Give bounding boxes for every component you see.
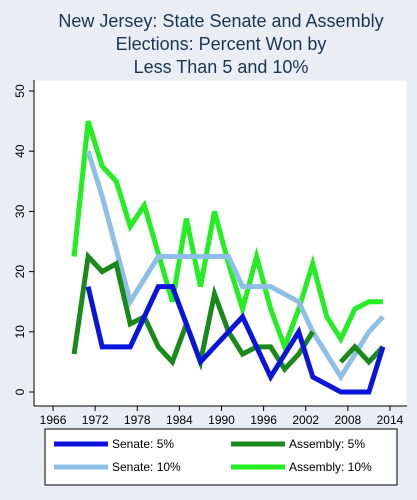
series-line-senate-10 [85,150,385,382]
y-tick-label: 30 [13,204,27,218]
chart-title-line-1: New Jersey: State Senate and Assembly [58,11,383,31]
x-tick-label: 1972 [82,413,109,427]
legend-label: Senate: 5% [112,437,174,451]
series-line-assembly-5 [338,343,385,366]
series-layer [71,120,386,395]
y-tick-label: 50 [13,84,27,98]
x-tick-label: 1996 [250,413,277,427]
legend-box [44,428,398,486]
chart-title: New Jersey: State Senate and Assembly El… [58,11,383,77]
x-tick-label: 1966 [40,413,67,427]
y-tick-label: 0 [13,388,27,395]
legend-label: Assembly: 10% [289,460,372,474]
legend-label: Senate: 10% [112,460,181,474]
x-tick-label: 2014 [377,413,404,427]
x-tick-label: 2002 [292,413,319,427]
legend: Senate: 5% Assembly: 5% Senate: 10% Assembl… [44,428,398,486]
chart-title-line-3: Less Than 5 and 10% [134,57,309,77]
axes: 0 10 20 30 40 50 1966 1972 1978 1984 1990 1996 2002 2… [13,80,407,427]
series-line-senate-5 [85,284,386,395]
y-tick-label: 10 [13,325,27,339]
x-tick-label: 1978 [124,413,151,427]
chart-title-line-2: Elections: Percent Won by [116,34,327,54]
x-tick-label: 2008 [334,413,361,427]
y-tick-label: 40 [13,144,27,158]
x-tick-label: 1984 [166,413,193,427]
y-tick-label: 20 [13,265,27,279]
series-line-assembly-10 [71,120,383,355]
x-tick-label: 1990 [208,413,235,427]
legend-label: Assembly: 5% [289,437,365,451]
